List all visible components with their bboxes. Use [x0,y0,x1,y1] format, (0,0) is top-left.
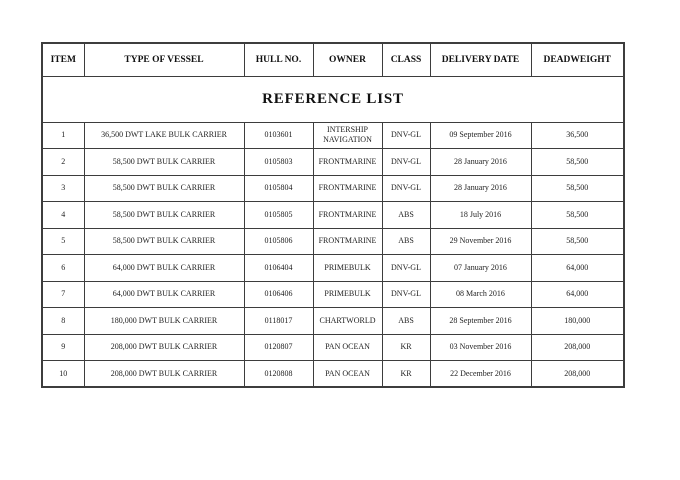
cell-item: 7 [41,280,85,308]
cell-delivery-date: 08 March 2016 [429,280,532,308]
cell-item: 6 [41,254,85,282]
column-header-hull-no: HULL NO. [243,42,314,77]
table-row: 10 208,000 DWT BULK CARRIER 0120808 PAN … [41,360,625,388]
column-header-type-of-vessel: TYPE OF VESSEL [83,42,245,77]
cell-deadweight: 64,000 [530,254,625,282]
cell-type-of-vessel: 58,500 DWT BULK CARRIER [83,227,245,255]
column-header-item: ITEM [41,42,85,77]
cell-type-of-vessel: 64,000 DWT BULK CARRIER [83,254,245,282]
cell-item: 3 [41,174,85,202]
cell-class: DNV-GL [381,148,431,176]
cell-owner: FRONTMARINE [312,148,383,176]
cell-delivery-date: 28 September 2016 [429,307,532,335]
cell-class: DNV-GL [381,121,431,149]
cell-delivery-date: 28 January 2016 [429,174,532,202]
cell-owner: FRONTMARINE [312,174,383,202]
cell-hull-no: 0118017 [243,307,314,335]
cell-owner: PAN OCEAN [312,333,383,361]
table-row: 4 58,500 DWT BULK CARRIER 0105805 FRONTM… [41,201,625,229]
column-header-delivery-date: DELIVERY DATE [429,42,532,77]
cell-hull-no: 0105804 [243,174,314,202]
cell-type-of-vessel: 64,000 DWT BULK CARRIER [83,280,245,308]
table-row: 7 64,000 DWT BULK CARRIER 0106406 PRIMEB… [41,280,625,308]
cell-deadweight: 36,500 [530,121,625,149]
table-row: 8 180,000 DWT BULK CARRIER 0118017 CHART… [41,307,625,335]
column-header-owner: OWNER [312,42,383,77]
cell-owner: PRIMEBULK [312,254,383,282]
cell-class: DNV-GL [381,254,431,282]
cell-hull-no: 0105805 [243,201,314,229]
cell-item: 10 [41,360,85,388]
cell-deadweight: 58,500 [530,174,625,202]
cell-delivery-date: 09 September 2016 [429,121,532,149]
cell-type-of-vessel: 208,000 DWT BULK CARRIER [83,333,245,361]
cell-item: 5 [41,227,85,255]
table-row: 2 58,500 DWT BULK CARRIER 0105803 FRONTM… [41,148,625,176]
reference-list-table: REFERENCE LIST ITEM TYPE OF VESSEL HULL … [41,42,625,388]
cell-delivery-date: 22 December 2016 [429,360,532,388]
cell-class: ABS [381,201,431,229]
cell-deadweight: 58,500 [530,227,625,255]
cell-delivery-date: 29 November 2016 [429,227,532,255]
column-header-deadweight: DEADWEIGHT [530,42,625,77]
cell-item: 4 [41,201,85,229]
cell-hull-no: 0120808 [243,360,314,388]
cell-hull-no: 0106406 [243,280,314,308]
table-title-row: REFERENCE LIST [41,75,625,123]
cell-owner: CHARTWORLD [312,307,383,335]
cell-class: KR [381,333,431,361]
cell-hull-no: 0103601 [243,121,314,149]
cell-class: ABS [381,307,431,335]
table-row: 9 208,000 DWT BULK CARRIER 0120807 PAN O… [41,333,625,361]
cell-owner: PRIMEBULK [312,280,383,308]
table-body: 1 36,500 DWT LAKE BULK CARRIER 0103601 I… [41,121,625,388]
cell-hull-no: 0105803 [243,148,314,176]
cell-type-of-vessel: 208,000 DWT BULK CARRIER [83,360,245,388]
cell-owner: FRONTMARINE [312,201,383,229]
table-row: 6 64,000 DWT BULK CARRIER 0106404 PRIMEB… [41,254,625,282]
table-header: ITEM TYPE OF VESSEL HULL NO. OWNER CLASS… [41,42,625,77]
cell-deadweight: 58,500 [530,201,625,229]
page-title: REFERENCE LIST [41,75,625,123]
cell-class: DNV-GL [381,280,431,308]
cell-item: 1 [41,121,85,149]
cell-type-of-vessel: 58,500 DWT BULK CARRIER [83,201,245,229]
table-row: 1 36,500 DWT LAKE BULK CARRIER 0103601 I… [41,121,625,149]
cell-type-of-vessel: 58,500 DWT BULK CARRIER [83,148,245,176]
cell-delivery-date: 07 January 2016 [429,254,532,282]
cell-hull-no: 0120807 [243,333,314,361]
cell-owner: PAN OCEAN [312,360,383,388]
table-row: 3 58,500 DWT BULK CARRIER 0105804 FRONTM… [41,174,625,202]
table-row: 5 58,500 DWT BULK CARRIER 0105806 FRONTM… [41,227,625,255]
cell-class: DNV-GL [381,174,431,202]
cell-deadweight: 208,000 [530,360,625,388]
cell-owner: INTERSHIP NAVIGATION [312,121,383,149]
table-header-row: ITEM TYPE OF VESSEL HULL NO. OWNER CLASS… [41,42,625,77]
cell-deadweight: 180,000 [530,307,625,335]
cell-deadweight: 208,000 [530,333,625,361]
cell-type-of-vessel: 36,500 DWT LAKE BULK CARRIER [83,121,245,149]
column-header-class: CLASS [381,42,431,77]
cell-class: ABS [381,227,431,255]
cell-hull-no: 0106404 [243,254,314,282]
cell-type-of-vessel: 180,000 DWT BULK CARRIER [83,307,245,335]
cell-owner: FRONTMARINE [312,227,383,255]
cell-item: 8 [41,307,85,335]
cell-type-of-vessel: 58,500 DWT BULK CARRIER [83,174,245,202]
cell-class: KR [381,360,431,388]
cell-item: 9 [41,333,85,361]
cell-item: 2 [41,148,85,176]
cell-deadweight: 58,500 [530,148,625,176]
cell-delivery-date: 03 November 2016 [429,333,532,361]
cell-delivery-date: 28 January 2016 [429,148,532,176]
cell-hull-no: 0105806 [243,227,314,255]
cell-delivery-date: 18 July 2016 [429,201,532,229]
cell-deadweight: 64,000 [530,280,625,308]
